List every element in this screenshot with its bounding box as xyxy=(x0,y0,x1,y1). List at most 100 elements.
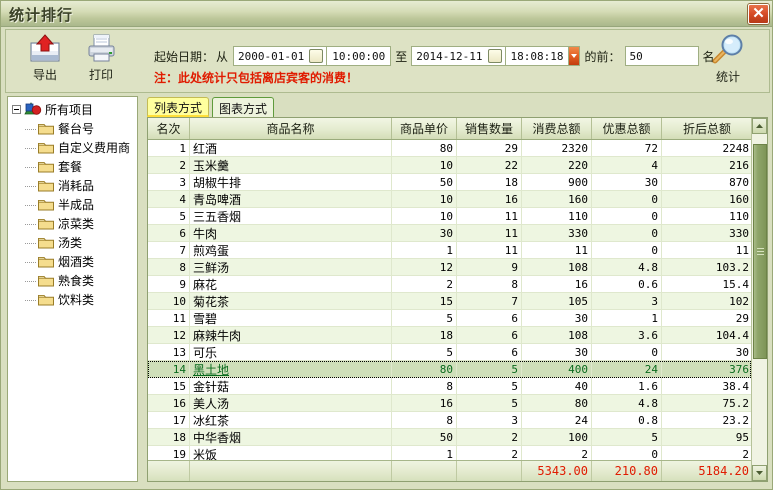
cell-rank: 10 xyxy=(148,293,190,309)
cell-total: 2320 xyxy=(522,140,592,156)
table-row[interactable]: 19 米饭 1 2 2 0 2 xyxy=(148,446,751,460)
title-bar: 统计排行 ✕ xyxy=(1,1,772,27)
print-button[interactable]: 打印 xyxy=(72,33,130,83)
cell-qty: 16 xyxy=(457,191,522,207)
tree-node-all-items[interactable]: 所有项目 xyxy=(12,100,137,119)
cell-price: 50 xyxy=(392,429,457,445)
cell-discount: 72 xyxy=(592,140,662,156)
scroll-down-button[interactable] xyxy=(752,465,767,481)
table-row[interactable]: 6 牛肉 30 11 330 0 330 xyxy=(148,225,751,242)
table-row[interactable]: 13 可乐 5 6 30 0 30 xyxy=(148,344,751,361)
statistics-button[interactable]: 统计 xyxy=(696,33,760,85)
cell-total: 16 xyxy=(522,276,592,292)
cell-total: 24 xyxy=(522,412,592,428)
grid-vertical-scrollbar[interactable] xyxy=(751,118,767,481)
start-datetime-group[interactable]: 2000-01-01 10:00:00 xyxy=(233,46,392,66)
end-date-input[interactable]: 2014-12-11 xyxy=(416,49,483,63)
table-row[interactable]: 12 麻辣牛肉 18 6 108 3.6 104.4 xyxy=(148,327,751,344)
table-row[interactable]: 9 麻花 2 8 16 0.6 15.4 xyxy=(148,276,751,293)
grid-header-price[interactable]: 商品单价 xyxy=(392,118,457,139)
cell-price: 50 xyxy=(392,174,457,190)
table-row[interactable]: 10 菊花茶 15 7 105 3 102 xyxy=(148,293,751,310)
table-row[interactable]: 4 青岛啤酒 10 16 160 0 160 xyxy=(148,191,751,208)
tab-chart-mode-label: 图表方式 xyxy=(219,101,268,116)
tree-item[interactable]: 凉菜类 xyxy=(12,214,137,233)
end-datetime-group[interactable]: 2014-12-11 18:08:18 xyxy=(411,46,581,66)
end-time-input[interactable]: 18:08:18 xyxy=(510,49,564,63)
cell-discount: 0.6 xyxy=(592,276,662,292)
table-row[interactable]: 16 美人汤 16 5 80 4.8 75.2 xyxy=(148,395,751,412)
export-button[interactable]: 导出 xyxy=(16,33,74,83)
cell-name: 牛肉 xyxy=(190,225,392,241)
start-time-input[interactable]: 10:00:00 xyxy=(332,49,386,63)
table-row[interactable]: 3 胡椒牛排 50 18 900 30 870 xyxy=(148,174,751,191)
grid-body[interactable]: 1 红酒 80 29 2320 72 2248 2 玉米羹 10 22 220 4 216 3 胡椒牛排 50 1… xyxy=(148,140,751,460)
grid-header-net[interactable]: 折后总额 xyxy=(662,118,753,139)
tree-item-label: 半成品 xyxy=(58,198,95,212)
window-title: 统计排行 xyxy=(9,7,74,24)
tree-item[interactable]: 套餐 xyxy=(12,157,137,176)
cell-net: 2248 xyxy=(662,140,751,156)
topn-input[interactable]: 50 xyxy=(624,46,699,66)
cell-total: 400 xyxy=(522,361,592,377)
grid-header-qty[interactable]: 销售数量 xyxy=(457,118,522,139)
tree-item[interactable]: 汤类 xyxy=(12,233,137,252)
tree-item[interactable]: 消耗品 xyxy=(12,176,137,195)
chevron-down-icon xyxy=(756,471,763,475)
close-button[interactable]: ✕ xyxy=(748,4,769,24)
tab-chart-mode[interactable]: 图表方式 xyxy=(212,97,275,117)
tree-item[interactable]: 烟酒类 xyxy=(12,252,137,271)
cell-name: 金针菇 xyxy=(190,378,392,394)
table-row[interactable]: 7 煎鸡蛋 1 11 11 0 11 xyxy=(148,242,751,259)
table-row[interactable]: 5 三五香烟 10 11 110 0 110 xyxy=(148,208,751,225)
cell-net: 15.4 xyxy=(662,276,751,292)
tab-list-mode-label: 列表方式 xyxy=(154,100,203,115)
chevron-up-icon xyxy=(756,124,763,128)
scroll-up-button[interactable] xyxy=(752,118,767,134)
tree-item[interactable]: 熟食类 xyxy=(12,271,137,290)
end-date-picker-icon[interactable] xyxy=(487,49,502,63)
cell-price: 1 xyxy=(392,446,457,460)
tree-item[interactable]: 半成品 xyxy=(12,195,137,214)
cell-name: 雪碧 xyxy=(190,310,392,326)
table-row[interactable]: 11 雪碧 5 6 30 1 29 xyxy=(148,310,751,327)
table-row[interactable]: 17 冰红茶 8 3 24 0.8 23.2 xyxy=(148,412,751,429)
table-row[interactable]: 14 黑土地 80 5 400 24 376 xyxy=(148,361,751,378)
cell-rank: 15 xyxy=(148,378,190,394)
cell-name: 黑土地 xyxy=(190,361,392,377)
category-tree-panel[interactable]: 所有项目 餐台号 自定义费用商 套餐 消耗品半成品凉菜类 汤类 烟酒类 熟食类 饮料类 xyxy=(7,96,138,482)
cell-discount: 30 xyxy=(592,174,662,190)
total-discount: 210.80 xyxy=(592,461,662,481)
close-icon: ✕ xyxy=(752,5,765,22)
tab-list-mode[interactable]: 列表方式 xyxy=(147,97,210,117)
tree-connector-icon xyxy=(25,181,38,191)
export-icon xyxy=(30,34,60,62)
table-row[interactable]: 18 中华香烟 50 2 100 5 95 xyxy=(148,429,751,446)
tree-item[interactable]: 餐台号 xyxy=(12,119,137,138)
tree-item[interactable]: 饮料类 xyxy=(12,290,137,309)
start-date-input[interactable]: 2000-01-01 xyxy=(238,49,305,63)
cell-qty: 3 xyxy=(457,412,522,428)
end-time-spinner-icon[interactable] xyxy=(568,47,580,65)
tree-item[interactable]: 自定义费用商 xyxy=(12,138,137,157)
tree-connector-icon xyxy=(25,124,38,134)
collapse-toggle-icon[interactable] xyxy=(12,105,21,114)
table-row[interactable]: 2 玉米羹 10 22 220 4 216 xyxy=(148,157,751,174)
table-row[interactable]: 1 红酒 80 29 2320 72 2248 xyxy=(148,140,751,157)
grid-header-rank[interactable]: 名次 xyxy=(148,118,190,139)
grid-header-total[interactable]: 消费总额 xyxy=(522,118,592,139)
cell-price: 80 xyxy=(392,140,457,156)
all-items-icon xyxy=(24,102,42,115)
cell-total: 2 xyxy=(522,446,592,460)
table-row[interactable]: 8 三鲜汤 12 9 108 4.8 103.2 xyxy=(148,259,751,276)
grid-header-name[interactable]: 商品名称 xyxy=(190,118,392,139)
start-date-picker-icon[interactable] xyxy=(309,49,324,63)
cell-total: 160 xyxy=(522,191,592,207)
total-name xyxy=(190,461,392,481)
cell-net: 160 xyxy=(662,191,751,207)
grid-header-discount[interactable]: 优惠总额 xyxy=(592,118,662,139)
table-row[interactable]: 15 金针菇 8 5 40 1.6 38.4 xyxy=(148,378,751,395)
cell-net: 2 xyxy=(662,446,751,461)
scrollbar-thumb[interactable] xyxy=(753,144,767,359)
